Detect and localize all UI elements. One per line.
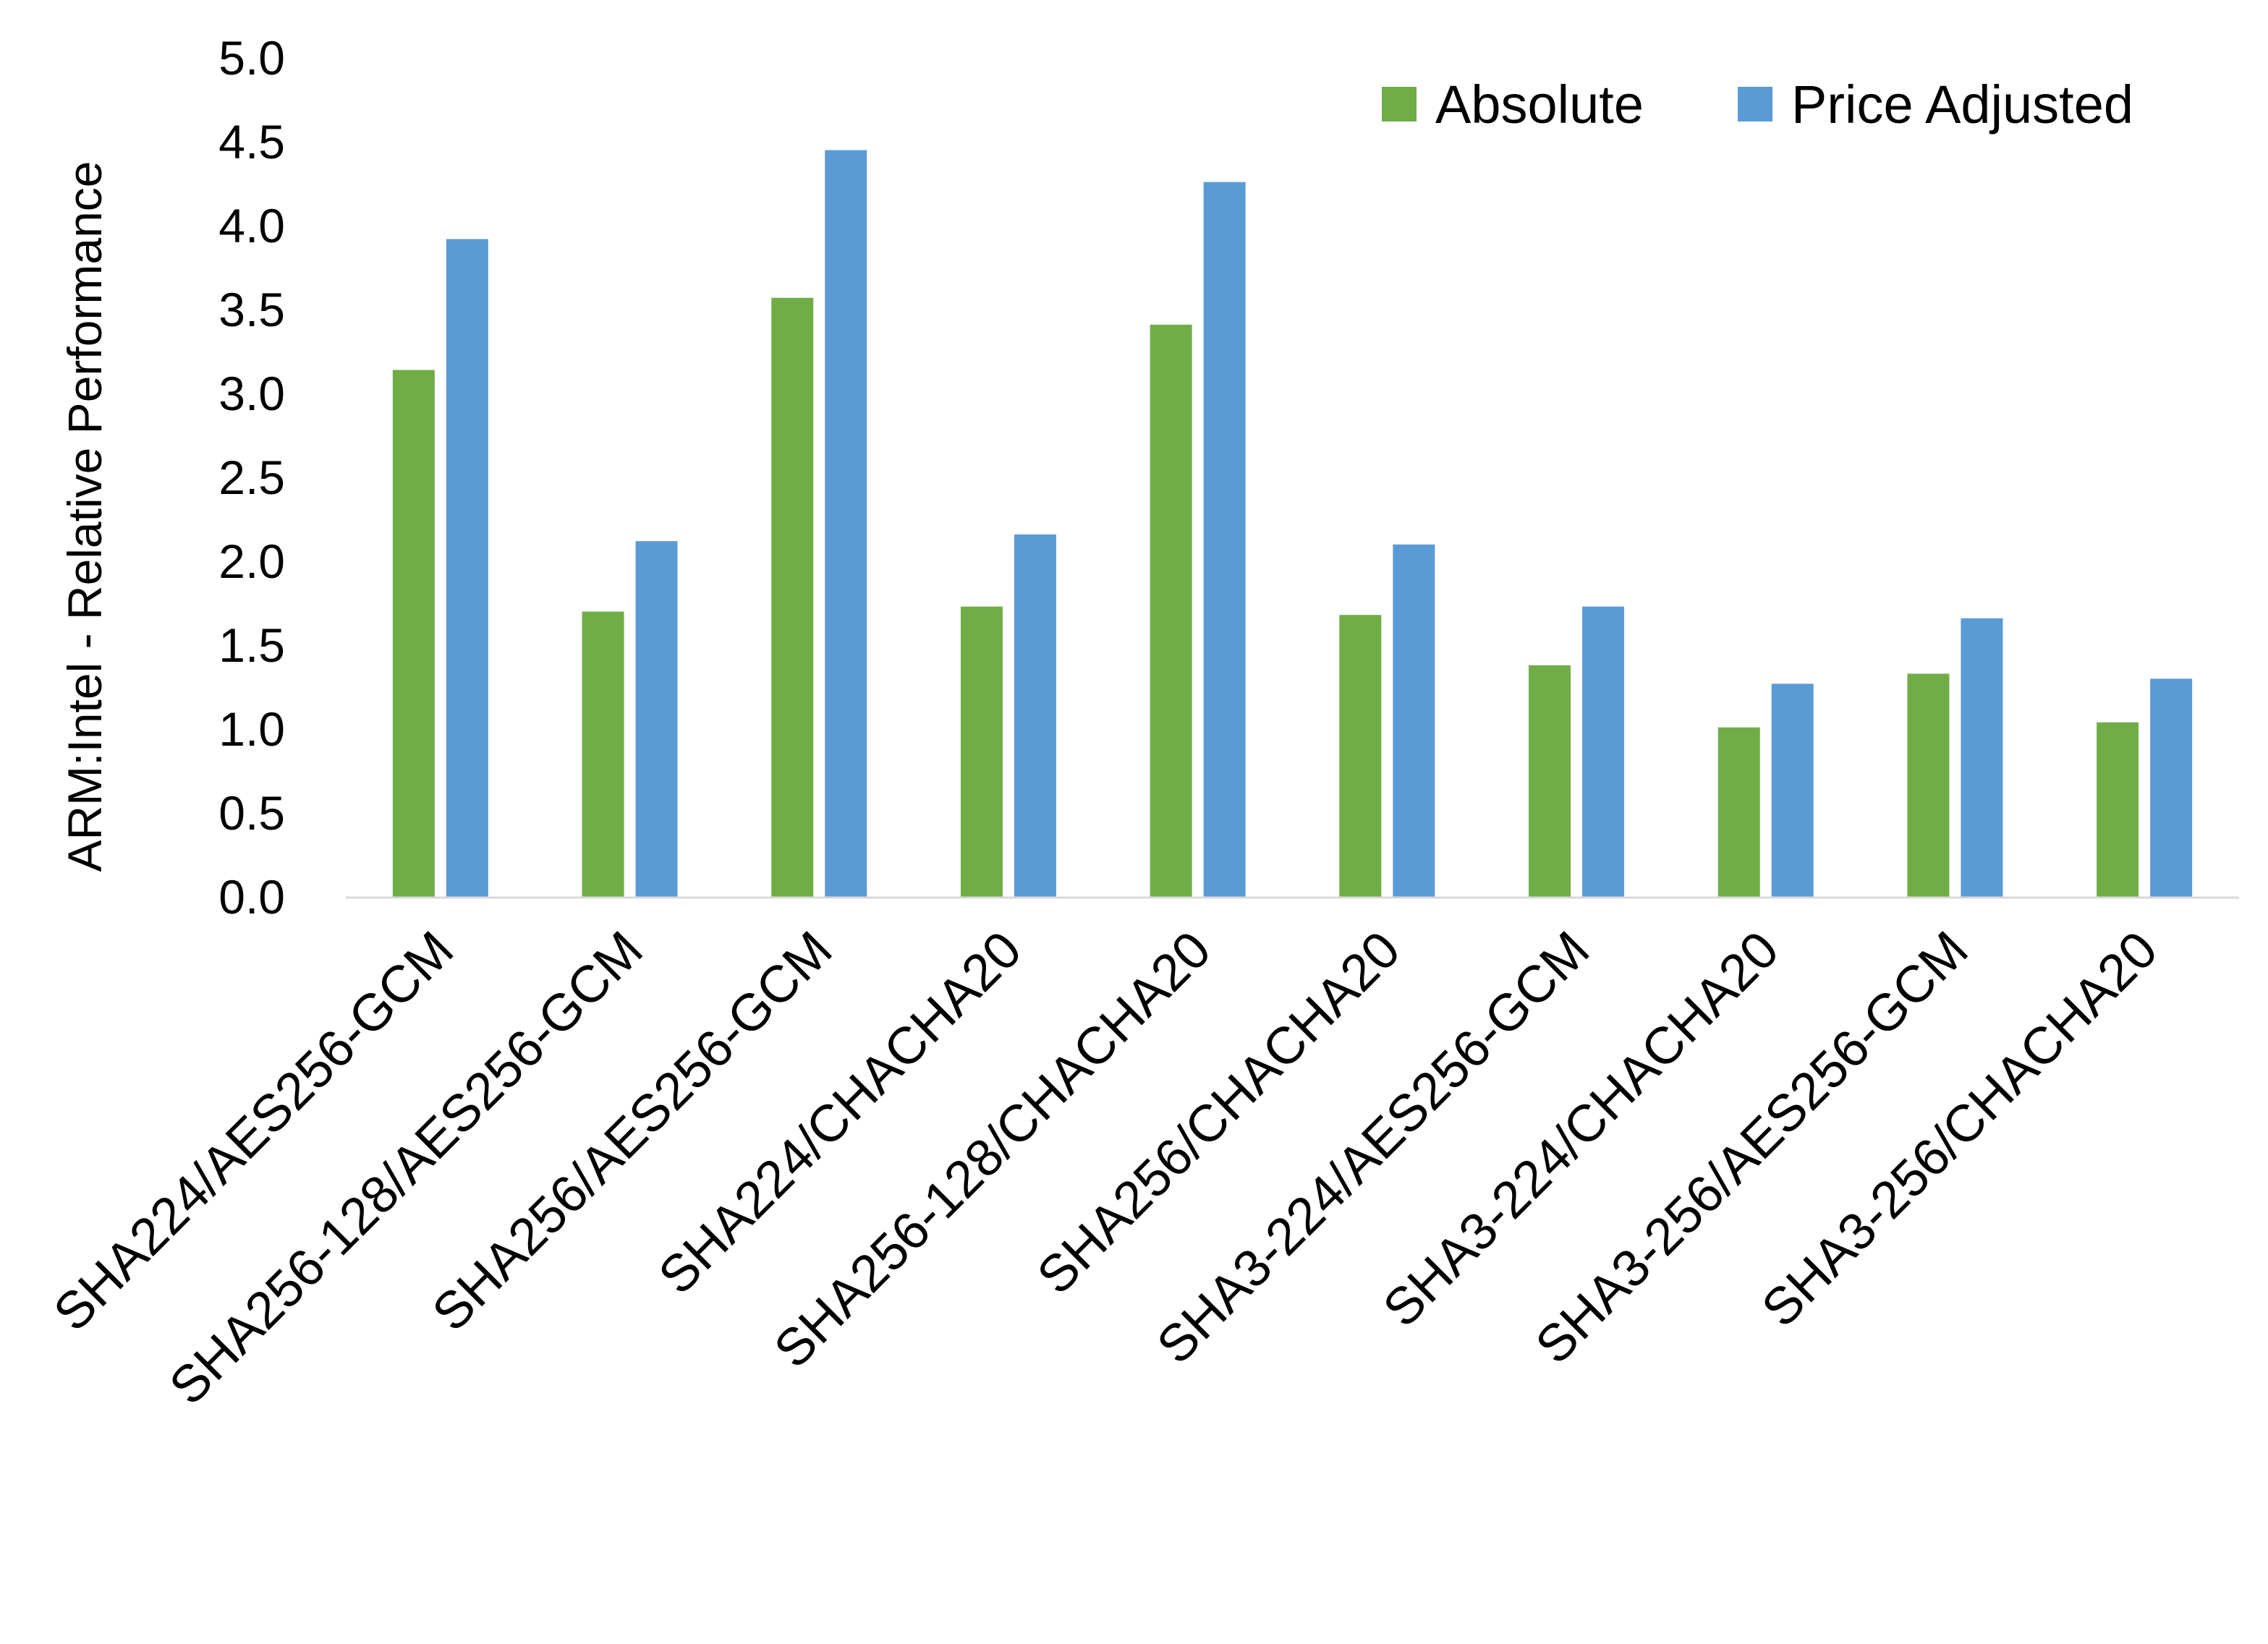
y-tick-label: 3.5 — [218, 283, 285, 336]
legend: Absolute Price Adjusted — [1382, 74, 2133, 135]
bar-absolute — [2097, 722, 2139, 897]
bar-absolute — [582, 611, 624, 897]
bar-absolute — [1150, 324, 1192, 897]
legend-swatch — [1382, 87, 1417, 122]
y-tick-label: 2.5 — [218, 451, 285, 504]
y-tick-label: 0.0 — [218, 870, 285, 924]
y-tick-label: 3.0 — [218, 367, 285, 420]
bar-price-adjusted — [825, 150, 867, 898]
y-tick-label: 4.5 — [218, 115, 285, 169]
y-tick-label: 1.0 — [218, 702, 285, 756]
x-tick-label: SHA256/CHACHA20 — [1027, 921, 1411, 1306]
y-axis-ticks: 0.0 0.5 1.0 1.5 2.0 2.5 3.0 3.5 4.0 4.5 5.0 — [218, 31, 285, 924]
bar-price-adjusted — [1014, 534, 1056, 897]
bar-absolute — [960, 606, 1003, 897]
bar-absolute — [1907, 673, 1950, 897]
bar-price-adjusted — [1961, 618, 2003, 897]
bar-absolute — [1717, 727, 1760, 897]
y-tick-label: 4.0 — [218, 199, 285, 252]
y-tick-label: 1.5 — [218, 618, 285, 672]
y-tick-label: 0.5 — [218, 786, 285, 840]
bar-price-adjusted — [446, 239, 488, 897]
x-tick-label: SHA3-224/CHACHA20 — [1372, 921, 1790, 1338]
bar-price-adjusted — [1582, 606, 1625, 897]
bar-price-adjusted — [1771, 683, 1814, 897]
legend-label: Absolute — [1435, 74, 1644, 135]
x-tick-label: SHA224/CHACHA20 — [647, 921, 1032, 1306]
bar-absolute — [1339, 615, 1382, 897]
bar-absolute — [771, 297, 814, 897]
legend-label: Price Adjusted — [1791, 74, 2133, 135]
bar-price-adjusted — [1203, 182, 1246, 897]
bar-price-adjusted — [2150, 678, 2193, 897]
bar-absolute — [1529, 665, 1571, 897]
y-tick-label: 2.0 — [218, 534, 285, 588]
y-axis-label: ARM:Intel - Relative Performance — [58, 161, 111, 872]
x-axis-labels: SHA224/AES256-GCMSHA256-128/AES256-GCMSH… — [43, 921, 2168, 1416]
bar-price-adjusted — [1393, 544, 1435, 897]
bar-price-adjusted — [635, 541, 678, 897]
bar-absolute — [392, 370, 435, 897]
x-tick-label: SHA3-256/CHACHA20 — [1751, 921, 2168, 1338]
bars — [392, 150, 2193, 898]
y-tick-label: 5.0 — [218, 31, 285, 85]
legend-swatch — [1738, 87, 1772, 122]
